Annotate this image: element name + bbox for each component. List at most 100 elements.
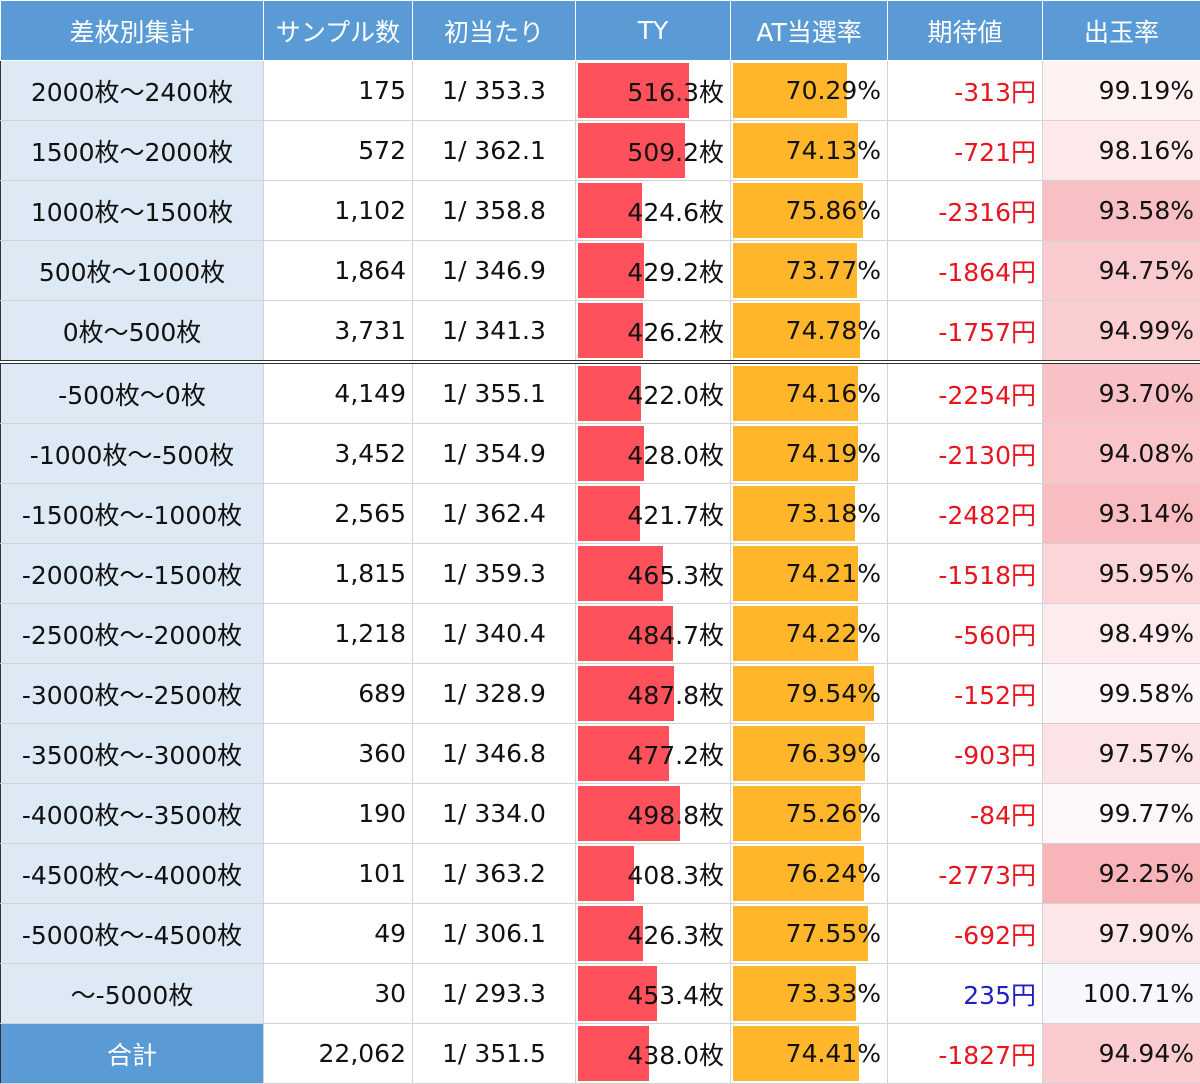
at-rate-cell: 74.19% — [731, 424, 888, 484]
payout-rate: 97.57% — [1043, 724, 1200, 784]
at-rate-value: 73.33% — [731, 979, 887, 1008]
at-rate-cell: 73.33% — [731, 964, 888, 1024]
expected-value: -2773円 — [888, 844, 1043, 904]
ty-cell: 477.2枚 — [576, 724, 731, 784]
row-label: -3500枚～-3000枚 — [1, 724, 264, 784]
at-rate-value: 79.54% — [731, 679, 887, 708]
expected-value: -692円 — [888, 904, 1043, 964]
ty-cell: 453.4枚 — [576, 964, 731, 1024]
at-rate-cell: 79.54% — [731, 664, 888, 724]
ty-cell: 421.7枚 — [576, 484, 731, 544]
at-rate-value: 74.41% — [731, 1039, 887, 1068]
at-rate-value: 75.26% — [731, 799, 887, 828]
first-hit-rate: 1/ 346.9 — [413, 241, 576, 301]
expected-value: -313円 — [888, 61, 1043, 121]
ty-value: 426.3枚 — [576, 916, 730, 952]
sample-count: 689 — [264, 664, 413, 724]
first-hit-rate: 1/ 351.5 — [413, 1024, 576, 1084]
at-rate-cell: 73.18% — [731, 484, 888, 544]
ty-cell: 408.3枚 — [576, 844, 731, 904]
ty-value: 453.4枚 — [576, 976, 730, 1012]
expected-value: -903円 — [888, 724, 1043, 784]
first-hit-rate: 1/ 355.1 — [413, 362, 576, 424]
payout-rate: 99.77% — [1043, 784, 1200, 844]
row-label: 合計 — [1, 1024, 264, 1084]
expected-value: -2482円 — [888, 484, 1043, 544]
sample-count: 1,218 — [264, 604, 413, 664]
sample-count: 101 — [264, 844, 413, 904]
first-hit-rate: 1/ 306.1 — [413, 904, 576, 964]
sample-count: 3,731 — [264, 301, 413, 363]
payout-rate: 93.14% — [1043, 484, 1200, 544]
expected-value: -2254円 — [888, 362, 1043, 424]
at-rate-value: 73.18% — [731, 499, 887, 528]
at-rate-cell: 74.78% — [731, 301, 888, 363]
first-hit-rate: 1/ 354.9 — [413, 424, 576, 484]
ty-value: 509.2枚 — [576, 133, 730, 169]
first-hit-rate: 1/ 340.4 — [413, 604, 576, 664]
expected-value: -560円 — [888, 604, 1043, 664]
payout-rate: 95.95% — [1043, 544, 1200, 604]
expected-value: -84円 — [888, 784, 1043, 844]
expected-value: -2316円 — [888, 181, 1043, 241]
header-at-rate: AT当選率 — [731, 1, 888, 61]
ty-value: 428.0枚 — [576, 436, 730, 472]
expected-value: -1518円 — [888, 544, 1043, 604]
at-rate-cell: 74.21% — [731, 544, 888, 604]
ty-cell: 465.3枚 — [576, 544, 731, 604]
ty-cell: 438.0枚 — [576, 1024, 731, 1084]
row-label: 500枚～1000枚 — [1, 241, 264, 301]
at-rate-cell: 70.29% — [731, 61, 888, 121]
payout-rate: 97.90% — [1043, 904, 1200, 964]
payout-rate: 93.58% — [1043, 181, 1200, 241]
row-label: 1000枚～1500枚 — [1, 181, 264, 241]
first-hit-rate: 1/ 362.4 — [413, 484, 576, 544]
header-first-hit: 初当たり — [413, 1, 576, 61]
at-rate-cell: 77.55% — [731, 904, 888, 964]
ty-cell: 429.2枚 — [576, 241, 731, 301]
header-expected-value: 期待値 — [888, 1, 1043, 61]
row-label: ～-5000枚 — [1, 964, 264, 1024]
sample-count: 175 — [264, 61, 413, 121]
sample-count: 2,565 — [264, 484, 413, 544]
ty-value: 498.8枚 — [576, 796, 730, 832]
at-rate-value: 73.77% — [731, 256, 887, 285]
payout-rate: 94.08% — [1043, 424, 1200, 484]
header-payout-rate: 出玉率 — [1043, 1, 1200, 61]
ty-cell: 428.0枚 — [576, 424, 731, 484]
row-label: 0枚～500枚 — [1, 301, 264, 363]
ty-cell: 498.8枚 — [576, 784, 731, 844]
first-hit-rate: 1/ 359.3 — [413, 544, 576, 604]
first-hit-rate: 1/ 358.8 — [413, 181, 576, 241]
expected-value: -1864円 — [888, 241, 1043, 301]
sample-count: 22,062 — [264, 1024, 413, 1084]
at-rate-value: 75.86% — [731, 196, 887, 225]
at-rate-value: 74.16% — [731, 379, 887, 408]
first-hit-rate: 1/ 334.0 — [413, 784, 576, 844]
at-rate-cell: 76.24% — [731, 844, 888, 904]
at-rate-value: 76.24% — [731, 859, 887, 888]
at-rate-value: 76.39% — [731, 739, 887, 768]
expected-value: -1827円 — [888, 1024, 1043, 1084]
expected-value: -1757円 — [888, 301, 1043, 363]
row-label: -4500枚～-4000枚 — [1, 844, 264, 904]
sample-count: 360 — [264, 724, 413, 784]
payout-rate: 94.75% — [1043, 241, 1200, 301]
at-rate-value: 74.13% — [731, 136, 887, 165]
ty-value: 477.2枚 — [576, 736, 730, 772]
row-label: -5000枚～-4500枚 — [1, 904, 264, 964]
at-rate-cell: 74.16% — [731, 362, 888, 424]
at-rate-value: 74.78% — [731, 316, 887, 345]
sample-count: 30 — [264, 964, 413, 1024]
ty-value: 421.7枚 — [576, 496, 730, 532]
row-label: 1500枚～2000枚 — [1, 121, 264, 181]
